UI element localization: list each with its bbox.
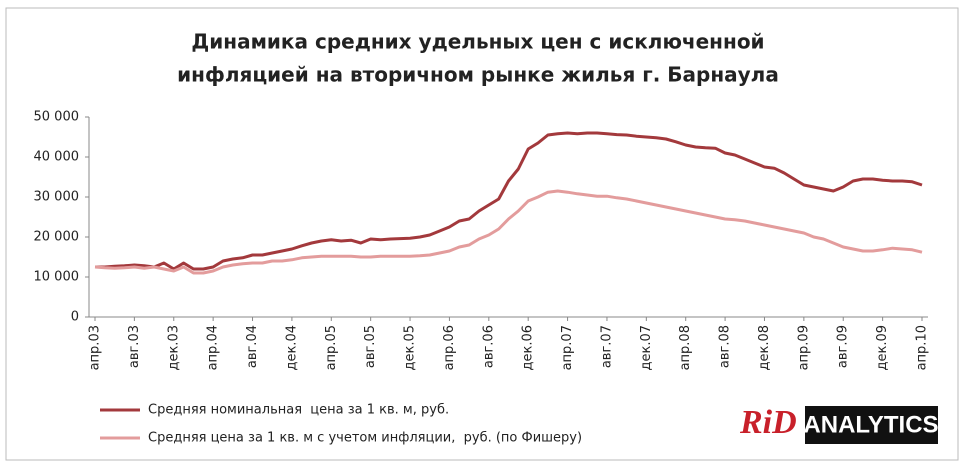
x-tick-label: апр.06	[442, 325, 457, 370]
x-tick-label: дек.09	[875, 325, 890, 371]
x-tick-label: авг.06	[481, 325, 496, 368]
x-tick-label: дек.04	[284, 325, 299, 371]
x-tick-label: апр.03	[88, 325, 103, 370]
x-tick-label: дек.07	[639, 325, 654, 371]
logo-bg	[805, 406, 938, 444]
y-tick-label: 20 000	[34, 230, 80, 245]
x-tick-label: дек.03	[166, 325, 181, 371]
chart-title: Динамика средних удельных цен с исключен…	[191, 30, 764, 54]
x-tick-label: апр.10	[915, 325, 930, 370]
series-line	[95, 131, 923, 271]
x-tick-label: апр.07	[560, 325, 575, 370]
y-tick-label: 0	[71, 310, 79, 325]
y-tick-label: 40 000	[34, 150, 80, 165]
x-tick-label: дек.06	[521, 325, 536, 371]
legend-label: Средняя цена за 1 кв. м с учетом инфляци…	[148, 431, 582, 446]
x-tick-label: апр.04	[206, 325, 221, 370]
legend-label: Средняя номинальная цена за 1 кв. м, руб…	[148, 403, 449, 418]
x-tick-label: дек.05	[403, 325, 418, 371]
x-tick-label: авг.07	[599, 325, 614, 368]
logo-text: ANALYTICS	[803, 411, 938, 438]
x-tick-label: авг.08	[718, 325, 733, 368]
x-tick-label: авг.04	[245, 325, 260, 368]
x-tick-label: авг.09	[836, 325, 851, 368]
x-tick-label: дек.08	[757, 325, 772, 371]
x-tick-label: апр.05	[324, 325, 339, 370]
x-tick-label: апр.08	[678, 325, 693, 370]
y-tick-label: 50 000	[34, 110, 80, 125]
x-tick-label: апр.09	[796, 325, 811, 370]
series-line	[94, 189, 923, 275]
logo-mark: RiD	[739, 404, 797, 441]
y-tick-label: 10 000	[34, 270, 80, 285]
x-tick-label: авг.03	[127, 325, 142, 368]
chart-title: инфляцией на вторичном рынке жилья г. Ба…	[177, 63, 779, 87]
y-tick-label: 30 000	[34, 190, 80, 205]
frame	[5, 7, 959, 461]
x-tick-label: авг.05	[363, 325, 378, 368]
